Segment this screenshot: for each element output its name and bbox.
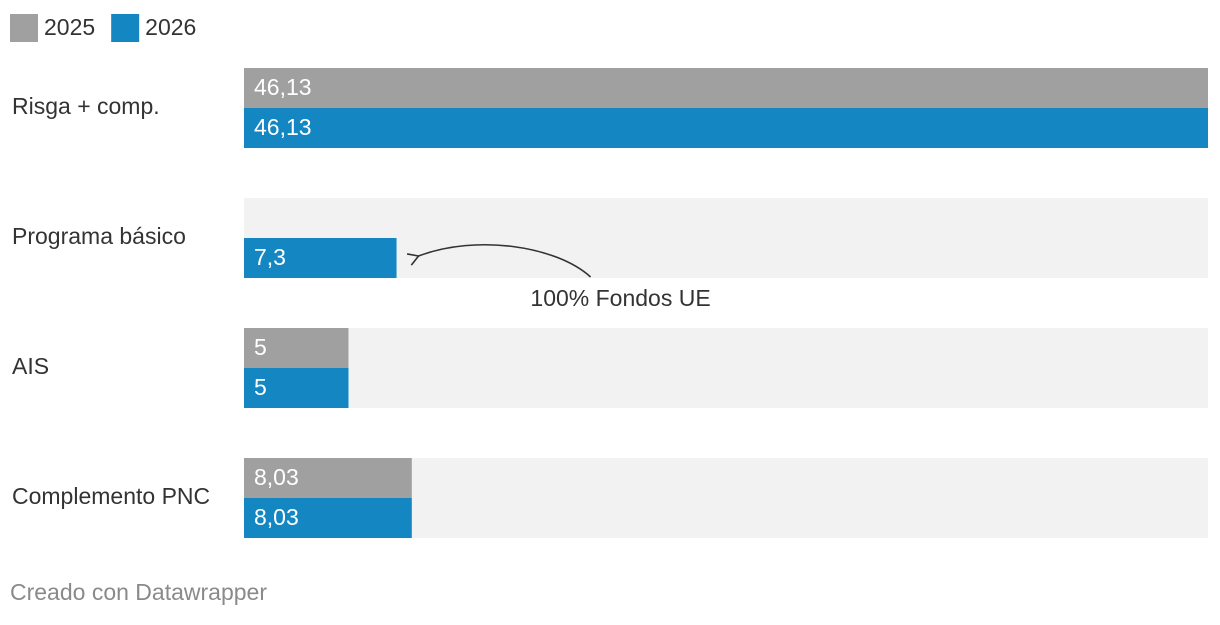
category-label: Programa básico bbox=[12, 223, 186, 249]
footer: Creado con Datawrapper bbox=[10, 579, 267, 605]
legend-swatch bbox=[10, 14, 38, 42]
value-label: 7,3 bbox=[254, 244, 286, 270]
value-label: 5 bbox=[254, 334, 267, 360]
category-label: Risga + comp. bbox=[12, 93, 160, 119]
bar bbox=[244, 498, 412, 538]
bar-background bbox=[244, 328, 1208, 408]
bar bbox=[244, 328, 349, 368]
legend-label: 2026 bbox=[145, 14, 196, 40]
annotation: 100% Fondos UE bbox=[530, 285, 710, 311]
legend-swatch bbox=[111, 14, 140, 42]
value-label: 8,03 bbox=[254, 464, 299, 490]
bar-background bbox=[244, 198, 1208, 278]
category-label: Complemento PNC bbox=[12, 483, 210, 509]
value-label: 46,13 bbox=[254, 114, 312, 140]
bar bbox=[244, 458, 412, 498]
annotation-arrow bbox=[406, 243, 592, 278]
legend-label: 2025 bbox=[44, 14, 95, 40]
bar bbox=[244, 68, 1208, 108]
value-label: 46,13 bbox=[254, 74, 312, 100]
bar bbox=[244, 368, 349, 408]
value-label: 5 bbox=[254, 374, 267, 400]
value-label: 8,03 bbox=[254, 504, 299, 530]
bar bbox=[244, 238, 397, 278]
category-label: AIS bbox=[12, 353, 49, 379]
bar bbox=[244, 108, 1208, 148]
